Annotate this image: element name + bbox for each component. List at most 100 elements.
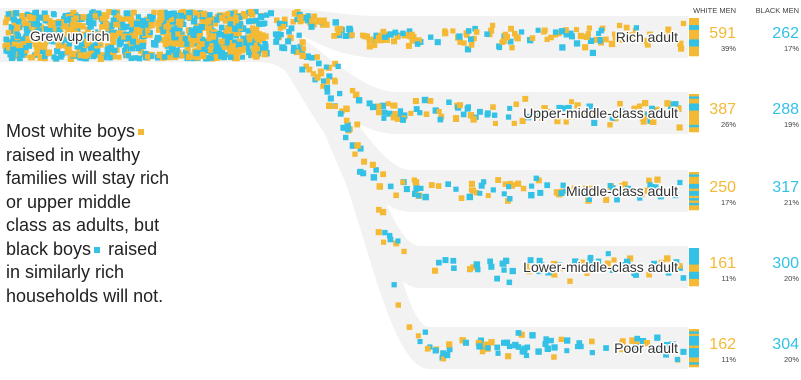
person-dot <box>99 12 106 19</box>
person-dot <box>237 41 243 47</box>
person-dot <box>392 111 398 117</box>
person-dot <box>235 22 243 29</box>
person-dot <box>111 36 116 42</box>
person-dot <box>36 27 42 33</box>
person-dot <box>492 120 498 126</box>
person-dot <box>343 117 350 124</box>
person-dot <box>495 350 501 356</box>
person-dot <box>8 39 15 46</box>
person-dot <box>206 12 213 19</box>
person-dot <box>653 184 659 190</box>
outcome-bar-stripe <box>689 188 699 192</box>
person-dot <box>218 38 225 45</box>
person-dot <box>561 105 568 112</box>
person-dot <box>332 103 338 109</box>
person-dot <box>130 9 137 16</box>
outcome-bar-stripe <box>689 257 699 261</box>
person-dot <box>393 192 399 199</box>
person-dot <box>574 102 581 109</box>
person-dot <box>129 45 136 52</box>
person-dot <box>503 257 510 264</box>
person-dot <box>357 168 364 175</box>
person-dot <box>166 20 173 27</box>
person-dot <box>125 53 131 59</box>
person-dot <box>249 29 255 35</box>
person-dot <box>5 11 12 17</box>
person-dot <box>647 31 653 38</box>
person-dot <box>672 190 678 196</box>
person-dot <box>223 18 229 24</box>
person-dot <box>659 32 666 39</box>
person-dot <box>98 31 105 38</box>
person-dot <box>573 40 581 47</box>
person-dot <box>554 118 561 125</box>
person-dot <box>451 265 457 271</box>
person-dot <box>432 107 439 114</box>
origin-label: Grew up rich <box>30 28 109 44</box>
outcome-bar-stripe <box>689 48 699 52</box>
person-dot <box>579 259 585 265</box>
person-dot <box>582 185 588 191</box>
person-dot <box>595 258 602 264</box>
outcome-bar-stripe <box>689 338 699 342</box>
person-dot <box>424 345 431 352</box>
person-dot <box>337 90 343 97</box>
outcome-bar-stripe <box>689 345 699 349</box>
person-dot <box>84 38 91 45</box>
person-dot <box>116 54 122 60</box>
person-dot <box>673 101 679 107</box>
person-dot <box>667 32 673 38</box>
person-dot <box>34 47 40 53</box>
white-men-pct: 11% <box>722 355 737 364</box>
person-dot <box>436 108 442 115</box>
person-dot <box>195 26 203 34</box>
person-dot <box>678 45 685 52</box>
person-dot <box>422 329 428 335</box>
person-dot <box>189 42 195 48</box>
person-dot <box>135 14 141 20</box>
person-dot <box>557 265 564 272</box>
person-dot <box>558 28 566 35</box>
person-dot <box>130 25 136 32</box>
person-dot <box>627 255 634 262</box>
person-dot <box>658 259 665 266</box>
person-dot <box>157 14 165 22</box>
person-dot <box>299 39 306 46</box>
person-dot <box>90 9 96 15</box>
person-dot <box>379 102 386 110</box>
person-dot <box>25 39 31 45</box>
outcome-bar-stripe <box>689 46 699 50</box>
person-dot <box>37 14 45 21</box>
outcome-bar-stripe <box>689 355 699 358</box>
person-dot <box>6 45 12 51</box>
person-dot <box>162 41 169 48</box>
person-dot <box>214 55 221 61</box>
outcome-bar-stripe <box>689 278 699 282</box>
person-dot <box>332 19 339 26</box>
person-dot <box>259 32 266 38</box>
outcome-band <box>260 39 688 288</box>
person-dot <box>612 114 619 122</box>
person-dot <box>552 29 559 35</box>
outcome-label: Lower-middle-class adult <box>523 259 678 275</box>
person-dot <box>196 44 202 50</box>
person-dot <box>405 42 412 49</box>
person-dot <box>259 46 266 53</box>
outcome-bar-stripe <box>689 122 699 126</box>
person-dot <box>524 113 532 121</box>
person-dot <box>488 263 495 270</box>
person-dot <box>589 338 595 345</box>
person-dot <box>344 125 352 133</box>
outcome-bar-stripe <box>689 105 699 109</box>
person-dot <box>194 54 201 61</box>
person-dot <box>446 99 452 105</box>
outcome-bar-stripe <box>689 34 699 38</box>
outcome-bar-stripe <box>689 120 699 123</box>
person-dot <box>180 9 187 15</box>
person-dot <box>638 190 645 197</box>
person-dot <box>56 26 63 34</box>
outcome-bar-stripe <box>689 39 699 43</box>
person-dot <box>323 64 329 70</box>
person-dot <box>605 251 611 257</box>
person-dot <box>250 25 256 31</box>
